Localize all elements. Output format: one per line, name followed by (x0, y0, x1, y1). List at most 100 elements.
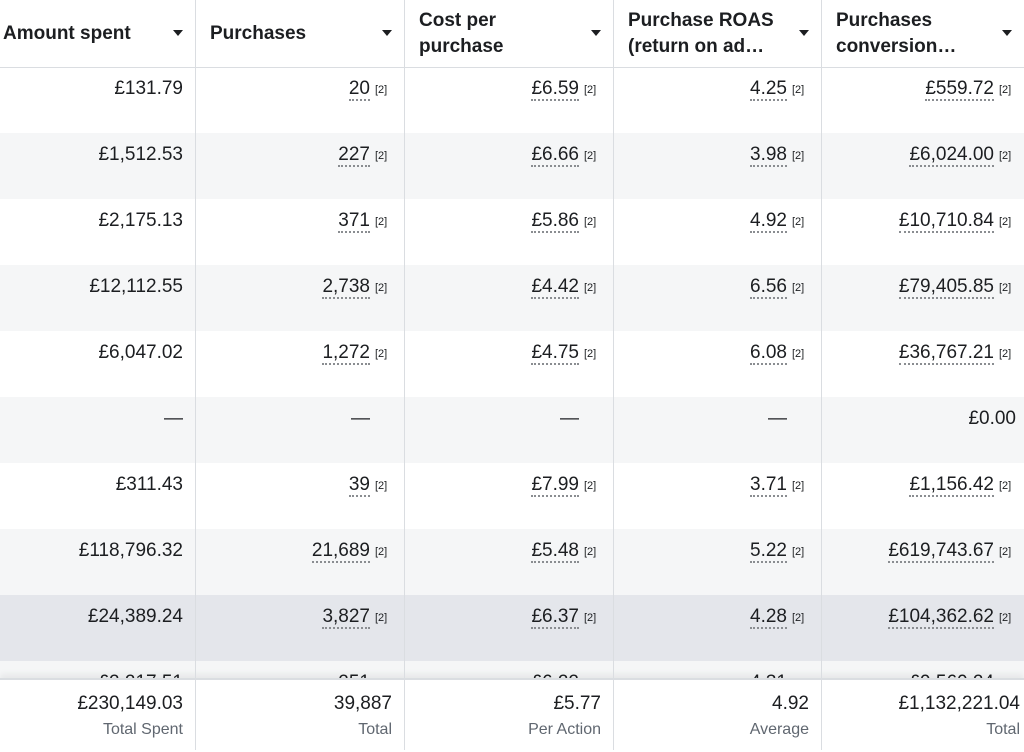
cell-value[interactable]: 4.31 (750, 672, 787, 678)
cell-value[interactable]: £619,743.67 (888, 540, 994, 563)
footnote-marker[interactable]: [2] (375, 282, 388, 294)
footnote-marker[interactable]: [2] (792, 546, 805, 558)
footnote-marker[interactable]: [2] (375, 546, 388, 558)
footnote-marker[interactable]: [2] (999, 216, 1012, 228)
cell-value[interactable]: £104,362.62 (888, 606, 994, 629)
cell-value[interactable]: £559.72 (925, 78, 994, 101)
cell-amount-spent: £131.79 (0, 67, 195, 133)
footnote-marker[interactable]: [2] (792, 216, 805, 228)
table-row[interactable]: £1,512.53 227 [2] £6.66 [2] 3.98 [2] £6,024.00 [… (0, 133, 1024, 199)
cell-amount-spent: £311.43 (0, 463, 195, 529)
table-row[interactable]: £6,047.02 1,272 [2] £4.75 [2] 6.08 [2] £36,767.… (0, 331, 1024, 397)
footnote-marker[interactable]: [2] (999, 150, 1012, 162)
table-row[interactable]: £2,175.13 371 [2] £5.86 [2] 4.92 [2] £10,710.84… (0, 199, 1024, 265)
cell-value[interactable]: £79,405.85 (898, 276, 994, 299)
cell-value[interactable]: £5.48 (531, 540, 579, 563)
footnote-marker[interactable]: [2] (584, 84, 597, 96)
cell-value[interactable]: 20 (348, 78, 370, 101)
table-row[interactable]: £311.43 39 [2] £7.99 [2] 3.71 [2] £1,156.42 [2] (0, 463, 1024, 529)
footnote-marker[interactable]: [2] (792, 348, 805, 360)
cell-value[interactable]: £4.75 (531, 342, 579, 365)
column-header-purchases-conversion-value[interactable]: Purchases conversion… (822, 0, 1024, 67)
footnote-marker[interactable]: [2] (792, 612, 805, 624)
footnote-marker[interactable]: [2] (375, 150, 388, 162)
sort-dropdown-icon[interactable] (1002, 30, 1012, 36)
cell-value[interactable]: 39 (348, 474, 370, 497)
cell-value: £0.00 (968, 408, 1016, 429)
footnote-marker[interactable]: [2] (584, 348, 597, 360)
cell-value[interactable]: 251 (338, 672, 370, 678)
footnote-marker[interactable]: [2] (584, 282, 597, 294)
cell-value[interactable]: £7.99 (531, 474, 579, 497)
cell-value[interactable]: 227 (338, 144, 370, 167)
footnote-marker[interactable]: [2] (999, 612, 1012, 624)
cell-value[interactable]: 6.56 (750, 276, 787, 299)
cell-value[interactable]: £6.59 (531, 78, 579, 101)
column-divider[interactable] (195, 0, 196, 750)
cell-value[interactable]: 4.28 (750, 606, 787, 629)
cell-value[interactable]: 5.22 (750, 540, 787, 563)
table-row[interactable]: £118,796.32 21,689 [2] £5.48 [2] 5.22 [2] £619,… (0, 529, 1024, 595)
cell-value: £12,112.55 (89, 276, 183, 297)
footnote-marker[interactable]: [2] (792, 84, 805, 96)
cell-value[interactable]: £9,560.24 (909, 672, 994, 678)
cell-value[interactable]: £5.86 (531, 210, 579, 233)
cell-value[interactable]: 371 (338, 210, 370, 233)
footnote-marker[interactable]: [2] (375, 480, 388, 492)
cell-value[interactable]: £4.42 (531, 276, 579, 299)
table-row[interactable]: — — — — £0.00 (0, 397, 1024, 463)
table-row[interactable]: £12,112.55 2,738 [2] £4.42 [2] 6.56 [2] £79,405… (0, 265, 1024, 331)
cell-value[interactable]: 3.98 (750, 144, 787, 167)
column-header-cost-per-purchase[interactable]: Cost per purchase (405, 0, 613, 67)
footnote-marker[interactable]: [2] (792, 150, 805, 162)
footnote-marker[interactable]: [2] (584, 612, 597, 624)
footnote-marker[interactable]: [2] (584, 480, 597, 492)
footnote-marker[interactable]: [2] (999, 546, 1012, 558)
cell-conversion-value: £619,743.67 [2] (822, 529, 1024, 595)
table-row[interactable]: £131.79 20 [2] £6.59 [2] 4.25 [2] £559.72 [2] (0, 67, 1024, 133)
table-row[interactable]: £2,217.51 251[2]£6.22[2]4.31[2]£9,560.24[… (0, 661, 1024, 678)
footnote-marker[interactable]: [2] (999, 480, 1012, 492)
footnote-marker[interactable]: [2] (375, 216, 388, 228)
sort-dropdown-icon[interactable] (173, 30, 183, 36)
cell-value[interactable]: £6.66 (531, 144, 579, 167)
footnote-marker[interactable]: [2] (584, 546, 597, 558)
cell-value[interactable]: 6.08 (750, 342, 787, 365)
column-divider[interactable] (404, 0, 405, 750)
sort-dropdown-icon[interactable] (382, 30, 392, 36)
cell-value[interactable]: £6,024.00 (909, 144, 994, 167)
sort-dropdown-icon[interactable] (799, 30, 809, 36)
footnote-marker[interactable]: [2] (999, 348, 1012, 360)
column-divider[interactable] (613, 0, 614, 750)
footnote-marker[interactable]: [2] (375, 348, 388, 360)
sort-dropdown-icon[interactable] (591, 30, 601, 36)
footnote-marker[interactable]: [2] (999, 282, 1012, 294)
cell-value[interactable]: £6.37 (531, 606, 579, 629)
cell-value[interactable]: £1,156.42 (909, 474, 994, 497)
cell-value[interactable]: £10,710.84 (898, 210, 994, 233)
cell-value[interactable]: 21,689 (311, 540, 370, 563)
table-body[interactable]: £131.79 20 [2] £6.59 [2] 4.25 [2] £559.72 [2] £1,… (0, 67, 1024, 678)
cell-value[interactable]: 1,272 (322, 342, 370, 365)
cell-value[interactable]: 4.92 (750, 210, 787, 233)
footnote-marker[interactable]: [2] (999, 84, 1012, 96)
cell-value[interactable]: 2,738 (322, 276, 370, 299)
cell-conversion-value: £6,024.00 [2] (822, 133, 1024, 199)
cell-value[interactable]: £6.22 (531, 672, 579, 678)
column-header-amount-spent[interactable]: Amount spent (0, 0, 195, 67)
cell-value[interactable]: 3,827 (322, 606, 370, 629)
column-header-purchase-roas[interactable]: Purchase ROAS (return on ad… (614, 0, 821, 67)
footnote-marker[interactable]: [2] (584, 150, 597, 162)
column-header-purchases[interactable]: Purchases (196, 0, 404, 67)
cell-value[interactable]: 4.25 (750, 78, 787, 101)
cell-value[interactable]: 3.71 (750, 474, 787, 497)
column-divider[interactable] (821, 0, 822, 750)
footnote-marker[interactable]: [2] (375, 612, 388, 624)
cell-value[interactable]: £36,767.21 (898, 342, 994, 365)
footnote-marker[interactable]: [2] (584, 216, 597, 228)
table-row[interactable]: £24,389.24 3,827 [2] £6.37 [2] 4.28 [2] £104,36… (0, 595, 1024, 661)
footnote-marker[interactable]: [2] (792, 282, 805, 294)
footnote-marker[interactable]: [2] (375, 84, 388, 96)
footnote-marker[interactable]: [2] (792, 480, 805, 492)
cell-purchases: 2,738 [2] (196, 265, 404, 331)
